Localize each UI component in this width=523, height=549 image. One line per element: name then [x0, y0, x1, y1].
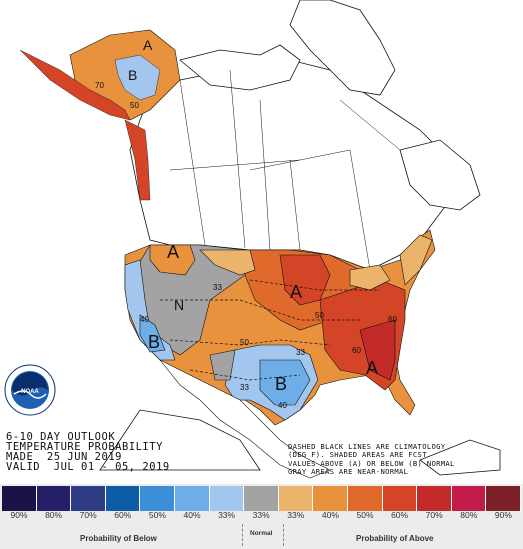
label-33b: 33: [240, 383, 249, 392]
label-60b: 60: [352, 346, 361, 355]
label-60a: 60: [388, 315, 397, 324]
legend-swatch: [36, 486, 72, 511]
legend-swatch: [105, 486, 141, 511]
legend-percent-label: 50%: [356, 510, 374, 520]
outlook-valid-range: VALID JUL 01 - 05, 2019: [6, 461, 170, 473]
label-west-B: B: [148, 332, 160, 352]
label-50a: 50: [240, 338, 249, 347]
legend-swatch: [244, 486, 279, 511]
label-50c: 50: [130, 101, 139, 110]
label-33a: 33: [213, 283, 222, 292]
outlook-made-date: MADE 25 JUN 2019: [6, 451, 122, 463]
climatology-lines: [160, 279, 380, 381]
label-33c: 33: [296, 348, 305, 357]
legend-swatch: [417, 486, 452, 511]
legend-percent-label: 80%: [460, 510, 478, 520]
outlook-subtitle: TEMPERATURE PROBABILITY: [6, 441, 163, 453]
outlook-map: A B A N B A B A 33 33 33 40 40 50 50 50 …: [19, 0, 501, 479]
legend-normal-title: Normal: [250, 530, 273, 537]
legend-percent-label: 70%: [79, 510, 97, 520]
note-line-4: GRAY AREAS ARE NEAR-NORMAL: [288, 467, 409, 477]
label-alaska-B: B: [128, 67, 137, 83]
label-40a: 40: [140, 315, 149, 324]
legend-percent-label: 60%: [391, 510, 409, 520]
legend-percent-label: 33%: [218, 510, 236, 520]
legend-percent-label: 70%: [425, 510, 443, 520]
label-alaska-A: A: [143, 37, 153, 53]
label-south-B: B: [275, 374, 287, 394]
legend-below-title: Probability of Below: [80, 534, 157, 543]
legend-swatch: [347, 486, 383, 511]
note-line-2: (DEG F). SHADED AREAS ARE FCST: [288, 450, 427, 460]
legend-percent-label: 90%: [10, 510, 28, 520]
label-mid-A: A: [290, 282, 302, 302]
label-70: 70: [95, 81, 104, 90]
alaska: [19, 29, 181, 201]
legend-percent-label: 90%: [494, 510, 512, 520]
legend-percent-label: 40%: [321, 510, 339, 520]
legend-swatch: [486, 486, 521, 511]
mexico: [159, 359, 331, 479]
legend-percent-label: 33%: [287, 510, 305, 520]
label-west-A: A: [167, 242, 179, 262]
map-labels: A B A N B A B A 33 33 33 40 40 50 50 50 …: [95, 37, 397, 410]
legend-percent-label: 50%: [148, 510, 166, 520]
legend-swatch: [174, 486, 210, 511]
legend-percent-label: 33%: [252, 510, 270, 520]
outlook-title-block: 6-10 DAY OUTLOOK TEMPERATURE PROBABILITY…: [6, 431, 170, 473]
legend-swatch-row: [2, 486, 521, 511]
legend-swatch: [209, 486, 245, 511]
note-line-3: VALUES ABOVE (A) OR BELOW (B) NORMAL: [288, 458, 455, 468]
probability-legend: 90% 80% 70% 60% 50% 40% 33% 33% 33% 40% 50% 60% 70% 8…: [0, 484, 523, 549]
legend-percent-label: 80%: [45, 510, 63, 520]
legend-swatch: [278, 486, 314, 511]
label-50b: 50: [315, 311, 324, 320]
legend-normal-divider: [242, 524, 284, 546]
noaa-logo: NOAA: [4, 364, 56, 416]
conus: [124, 229, 436, 426]
note-line-1: DASHED BLACK LINES ARE CLIMATOLOGY: [288, 442, 446, 451]
legend-swatch: [2, 486, 37, 511]
legend-note: DASHED BLACK LINES ARE CLIMATOLOGY (DEG …: [288, 442, 455, 477]
label-40b: 40: [278, 401, 287, 410]
legend-swatch: [382, 486, 418, 511]
legend-swatch: [71, 486, 106, 511]
legend-percent-label: 40%: [183, 510, 201, 520]
legend-swatch: [451, 486, 487, 511]
legend-percent-label: 60%: [114, 510, 132, 520]
label-southeast-A: A: [366, 358, 378, 378]
legend-swatch: [140, 486, 175, 511]
noaa-logo-text: NOAA: [21, 389, 39, 395]
legend-swatch: [313, 486, 348, 511]
legend-above-title: Probability of Above: [356, 534, 434, 543]
label-north-N: N: [174, 297, 184, 313]
outlook-title: 6-10 DAY OUTLOOK: [6, 431, 116, 443]
land-outlines: [99, 0, 501, 476]
boundary-lines: [169, 69, 401, 271]
